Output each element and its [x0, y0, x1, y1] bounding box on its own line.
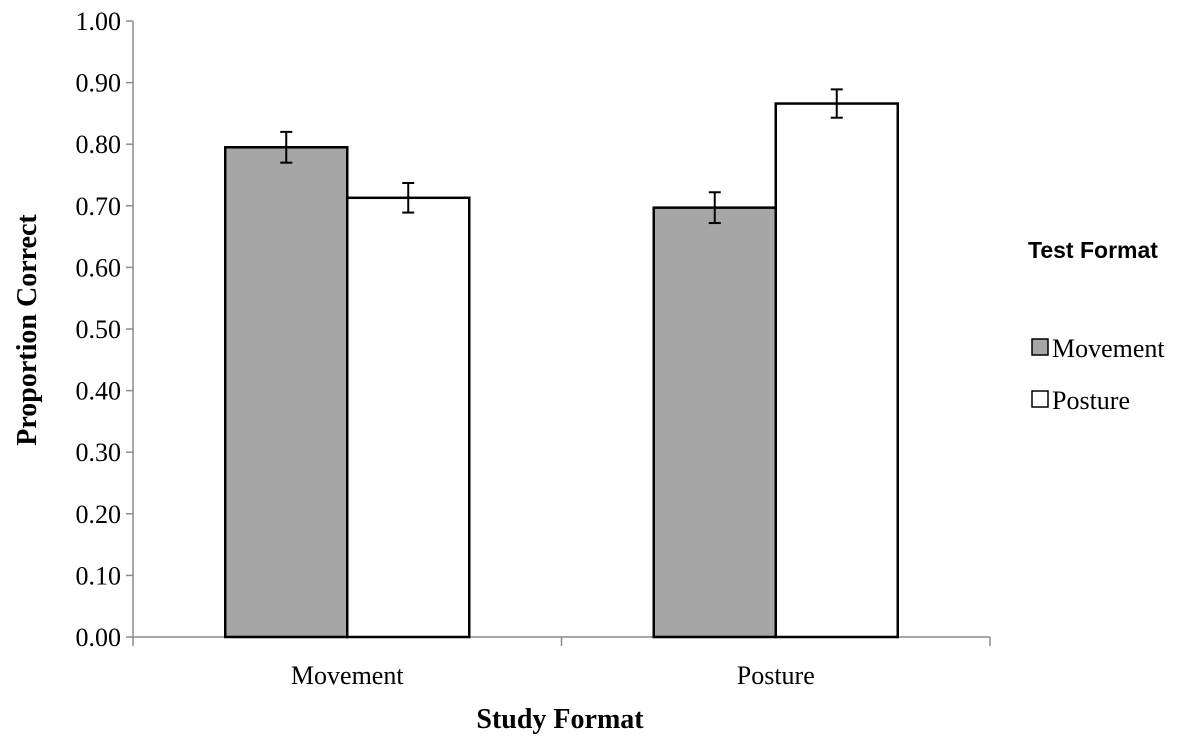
y-tick-label: 0.10	[76, 561, 122, 590]
legend-title: Test Format	[1028, 237, 1158, 263]
y-tick-label: 0.00	[76, 623, 122, 652]
y-tick-label: 0.40	[76, 377, 122, 406]
legend: Test Format Movement Posture	[1028, 237, 1165, 415]
y-tick-label: 0.70	[76, 192, 122, 221]
x-axis-title: Study Format	[476, 704, 644, 735]
y-axis-title: Proportion Correct	[12, 214, 43, 446]
y-tick-label: 1.00	[76, 7, 122, 36]
bar-posture-posture	[774, 102, 899, 639]
y-tick-label: 0.20	[76, 500, 122, 529]
legend-label-posture: Posture	[1052, 386, 1130, 415]
legend-label-movement: Movement	[1052, 334, 1165, 363]
x-tick-label: Movement	[291, 661, 404, 690]
bar-movement-movement	[224, 146, 349, 639]
y-tick-label: 0.80	[76, 130, 122, 159]
y-tick-label: 0.90	[76, 69, 122, 98]
legend-swatch-posture	[1031, 390, 1049, 408]
x-tick-label: Posture	[737, 661, 815, 690]
y-tick-label: 0.60	[76, 253, 122, 282]
bar-movement-posture	[652, 206, 777, 639]
y-tick-label: 0.50	[76, 315, 122, 344]
legend-swatch-movement	[1031, 338, 1049, 356]
y-tick-label: 0.30	[76, 438, 122, 467]
bar-posture-movement	[346, 196, 471, 639]
plot-area: 0.00 0.10 0.20 0.30 0.40 0.50 0.60 0.70 0.80 0.90…	[76, 7, 991, 690]
